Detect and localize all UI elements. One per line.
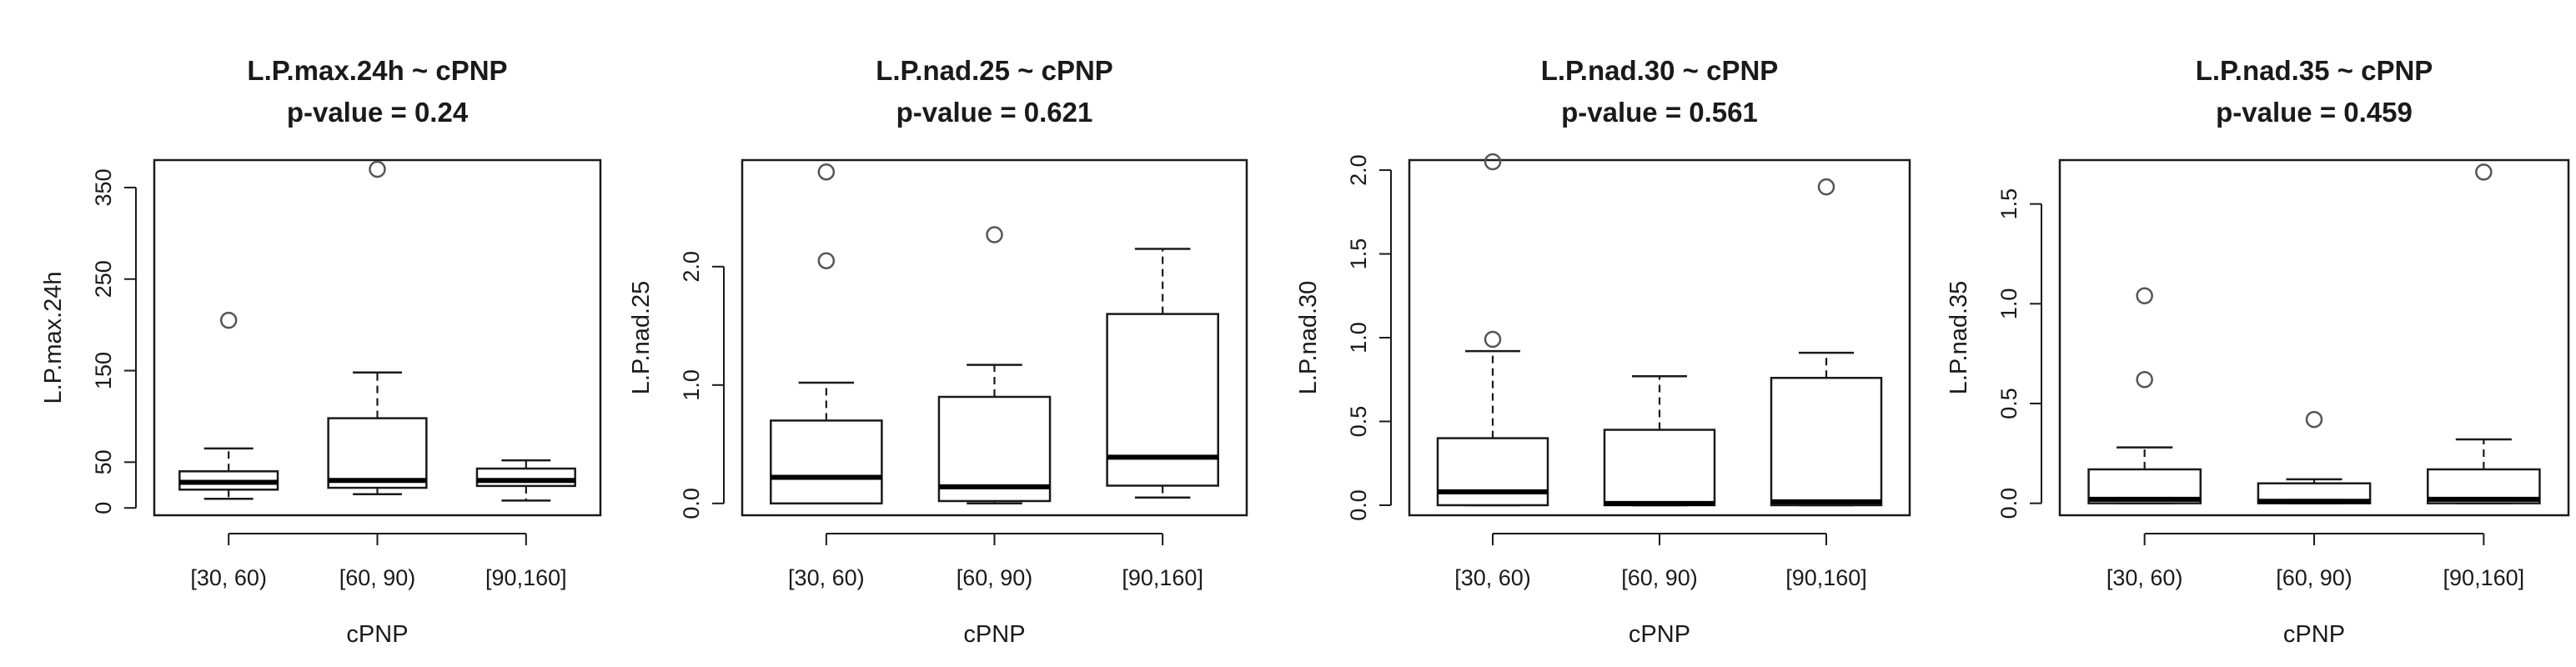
y-tick-label: 0.5	[1346, 406, 1371, 438]
x-tick-label: [90,160]	[1785, 565, 1867, 590]
y-tick-label: 0.0	[1996, 488, 2021, 519]
y-tick-label: 0.0	[679, 488, 704, 519]
x-tick-label: [60, 90)	[2276, 565, 2353, 590]
y-tick-label: 2.0	[1346, 154, 1371, 186]
box-3	[475, 459, 576, 502]
box-2	[327, 160, 428, 495]
y-tick-label: 0	[91, 502, 116, 514]
chart-subtitle: p-value = 0.561	[1561, 97, 1758, 128]
outlier-point	[817, 163, 836, 181]
y-tick-label: 1.5	[1346, 238, 1371, 270]
iqr-box	[770, 419, 883, 505]
chart-panel-2	[712, 158, 1248, 545]
outlier-point	[2136, 371, 2153, 389]
y-tick-label: 2.0	[679, 251, 704, 283]
chart-title: L.P.nad.30 ~ cPNP	[1541, 55, 1779, 86]
outlier-point	[219, 311, 238, 329]
iqr-box	[475, 467, 576, 488]
x-tick-label: [30, 60)	[190, 565, 267, 590]
y-tick-label: 1.0	[1346, 322, 1371, 354]
y-tick-label: 0.5	[1996, 388, 2021, 419]
x-tick-label: [90,160]	[2443, 565, 2525, 590]
outlier-point	[817, 252, 836, 269]
y-axis-label: L.P.nad.25	[628, 281, 655, 395]
chart-panel-1	[124, 158, 602, 545]
y-tick-label: 1.0	[1996, 288, 2021, 320]
chart-subtitle: p-value = 0.621	[896, 97, 1093, 128]
outlier-point	[2305, 410, 2323, 429]
y-tick-label: 0.0	[1346, 489, 1371, 521]
x-axis-label: cPNP	[1629, 621, 1690, 648]
x-axis-label: cPNP	[346, 621, 408, 648]
chart-subtitle: p-value = 0.459	[2216, 97, 2413, 128]
outlier-point	[1484, 330, 1502, 349]
box-2	[937, 226, 1052, 505]
x-tick-label: [30, 60)	[2106, 565, 2183, 590]
x-tick-label: [60, 90)	[957, 565, 1033, 590]
y-tick-label: 1.0	[679, 369, 704, 401]
outlier-point	[986, 226, 1003, 243]
iqr-box	[1770, 376, 1883, 507]
y-tick-label: 1.5	[1996, 188, 2021, 220]
outlier-point	[2475, 163, 2493, 181]
box-1	[2087, 287, 2202, 504]
iqr-box	[937, 395, 1052, 503]
box-1	[1436, 153, 1549, 507]
chart-title: L.P.nad.35 ~ cPNP	[2196, 55, 2433, 86]
plot-frame	[741, 158, 1248, 517]
chart-title: L.P.max.24h ~ cPNP	[247, 55, 507, 86]
x-tick-label: [60, 90)	[339, 565, 416, 590]
x-tick-label: [90,160]	[1122, 565, 1203, 590]
outlier-point	[1484, 153, 1502, 171]
x-tick-label: [30, 60)	[1454, 565, 1531, 590]
box-2	[1603, 374, 1716, 507]
chart-subtitle: p-value = 0.24	[287, 97, 469, 128]
chart-title: L.P.nad.25 ~ cPNP	[876, 55, 1113, 86]
box-2	[2257, 410, 2372, 504]
outlier-point	[1817, 178, 1835, 196]
iqr-box	[1603, 429, 1716, 507]
outlier-point	[369, 160, 386, 178]
box-3	[2426, 163, 2541, 504]
box-1	[770, 163, 883, 505]
box-3	[1770, 178, 1883, 507]
chart-panel-3	[1379, 153, 1911, 545]
iqr-box	[1436, 437, 1549, 507]
y-tick-label: 150	[91, 352, 116, 389]
x-axis-label: cPNP	[2283, 621, 2345, 648]
box-1	[178, 311, 279, 500]
plot-frame	[2058, 158, 2570, 517]
iqr-box	[327, 417, 428, 489]
box-3	[1106, 248, 1219, 499]
y-axis-label: L.P.nad.30	[1295, 281, 1322, 395]
x-axis-label: cPNP	[963, 621, 1025, 648]
x-tick-label: [30, 60)	[788, 565, 865, 590]
iqr-box	[1106, 313, 1219, 487]
y-tick-label: 50	[91, 449, 116, 474]
plot-frame	[1408, 158, 1911, 517]
x-tick-label: [60, 90)	[1621, 565, 1698, 590]
chart-panel-4	[2030, 158, 2570, 545]
plot-frame	[153, 158, 602, 517]
y-axis-label: L.P.max.24h	[40, 271, 67, 404]
y-tick-label: 250	[91, 260, 116, 298]
y-axis-label: L.P.nad.35	[1946, 281, 1972, 395]
outlier-point	[2136, 287, 2153, 304]
x-tick-label: [90,160]	[485, 565, 567, 590]
y-tick-label: 350	[91, 168, 116, 206]
